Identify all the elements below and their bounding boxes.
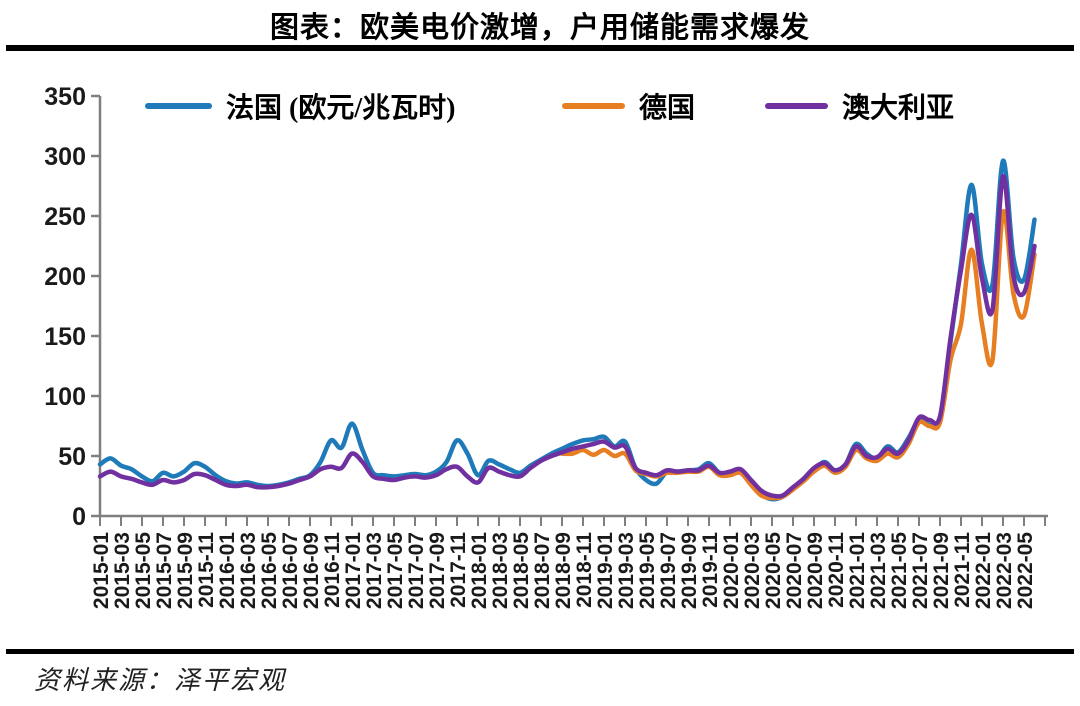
chart-area: 0 50 100 150 200 250 300 350 2015-01 2015-03 2015-…	[0, 50, 1080, 646]
svg-text:250: 250	[44, 203, 86, 231]
top-rule	[6, 45, 1074, 51]
svg-text:2016-05: 2016-05	[258, 532, 281, 609]
svg-text:2017-11: 2017-11	[447, 532, 470, 608]
svg-text:2022-03: 2022-03	[993, 532, 1016, 609]
svg-text:2016-03: 2016-03	[237, 532, 260, 609]
svg-text:2019-07: 2019-07	[657, 532, 680, 609]
svg-text:2020-09: 2020-09	[804, 532, 827, 609]
svg-text:2018-03: 2018-03	[489, 532, 512, 609]
svg-text:2017-07: 2017-07	[405, 532, 428, 609]
svg-text:2020-11: 2020-11	[825, 532, 848, 608]
svg-text:2022-05: 2022-05	[1014, 532, 1037, 609]
svg-text:2017-03: 2017-03	[363, 532, 386, 609]
svg-text:150: 150	[44, 323, 86, 351]
svg-text:2017-01: 2017-01	[342, 532, 365, 609]
line-plot: 0501001502002503003502015-012015-032015-…	[44, 83, 1048, 609]
svg-text:2021-09: 2021-09	[930, 532, 953, 609]
svg-text:2016-07: 2016-07	[279, 532, 302, 609]
svg-text:2015-01: 2015-01	[90, 532, 113, 609]
svg-text:2021-05: 2021-05	[888, 532, 911, 609]
svg-text:2022-01: 2022-01	[972, 532, 995, 609]
svg-text:2016-11: 2016-11	[321, 532, 344, 608]
svg-text:2016-01: 2016-01	[216, 532, 239, 609]
svg-text:2021-07: 2021-07	[909, 532, 932, 609]
svg-text:2020-01: 2020-01	[720, 532, 743, 609]
svg-text:2020-05: 2020-05	[762, 532, 785, 609]
svg-text:2018-05: 2018-05	[510, 532, 533, 609]
svg-text:2019-01: 2019-01	[594, 532, 617, 609]
svg-text:350: 350	[44, 83, 86, 111]
bottom-rule	[6, 649, 1074, 654]
svg-text:2021-11: 2021-11	[951, 532, 974, 608]
svg-text:2021-01: 2021-01	[846, 532, 869, 609]
svg-text:200: 200	[44, 263, 86, 291]
svg-text:2017-09: 2017-09	[426, 532, 449, 609]
svg-text:2018-01: 2018-01	[468, 532, 491, 609]
svg-text:2018-11: 2018-11	[573, 532, 596, 608]
svg-text:100: 100	[44, 383, 86, 411]
svg-text:2019-05: 2019-05	[636, 532, 659, 609]
svg-text:2015-03: 2015-03	[111, 532, 134, 609]
svg-text:2018-09: 2018-09	[552, 532, 575, 609]
source-note: 资料来源：泽平宏观	[34, 666, 287, 695]
svg-text:2015-05: 2015-05	[132, 532, 155, 609]
svg-text:2018-07: 2018-07	[531, 532, 554, 609]
svg-text:300: 300	[44, 143, 86, 171]
svg-text:2019-03: 2019-03	[615, 532, 638, 609]
svg-text:2017-05: 2017-05	[384, 532, 407, 609]
svg-text:2015-07: 2015-07	[153, 532, 176, 609]
svg-text:2019-11: 2019-11	[699, 532, 722, 608]
svg-text:2015-11: 2015-11	[195, 532, 218, 608]
svg-text:50: 50	[58, 443, 86, 471]
svg-text:2021-03: 2021-03	[867, 532, 890, 609]
svg-text:2020-03: 2020-03	[741, 532, 764, 609]
chart-title: 图表：欧美电价激增，户用储能需求爆发	[269, 12, 810, 44]
svg-text:0: 0	[72, 503, 86, 531]
svg-text:2015-09: 2015-09	[174, 532, 197, 609]
svg-text:2016-09: 2016-09	[300, 532, 323, 609]
svg-text:2019-09: 2019-09	[678, 532, 701, 609]
svg-text:2020-07: 2020-07	[783, 532, 806, 609]
